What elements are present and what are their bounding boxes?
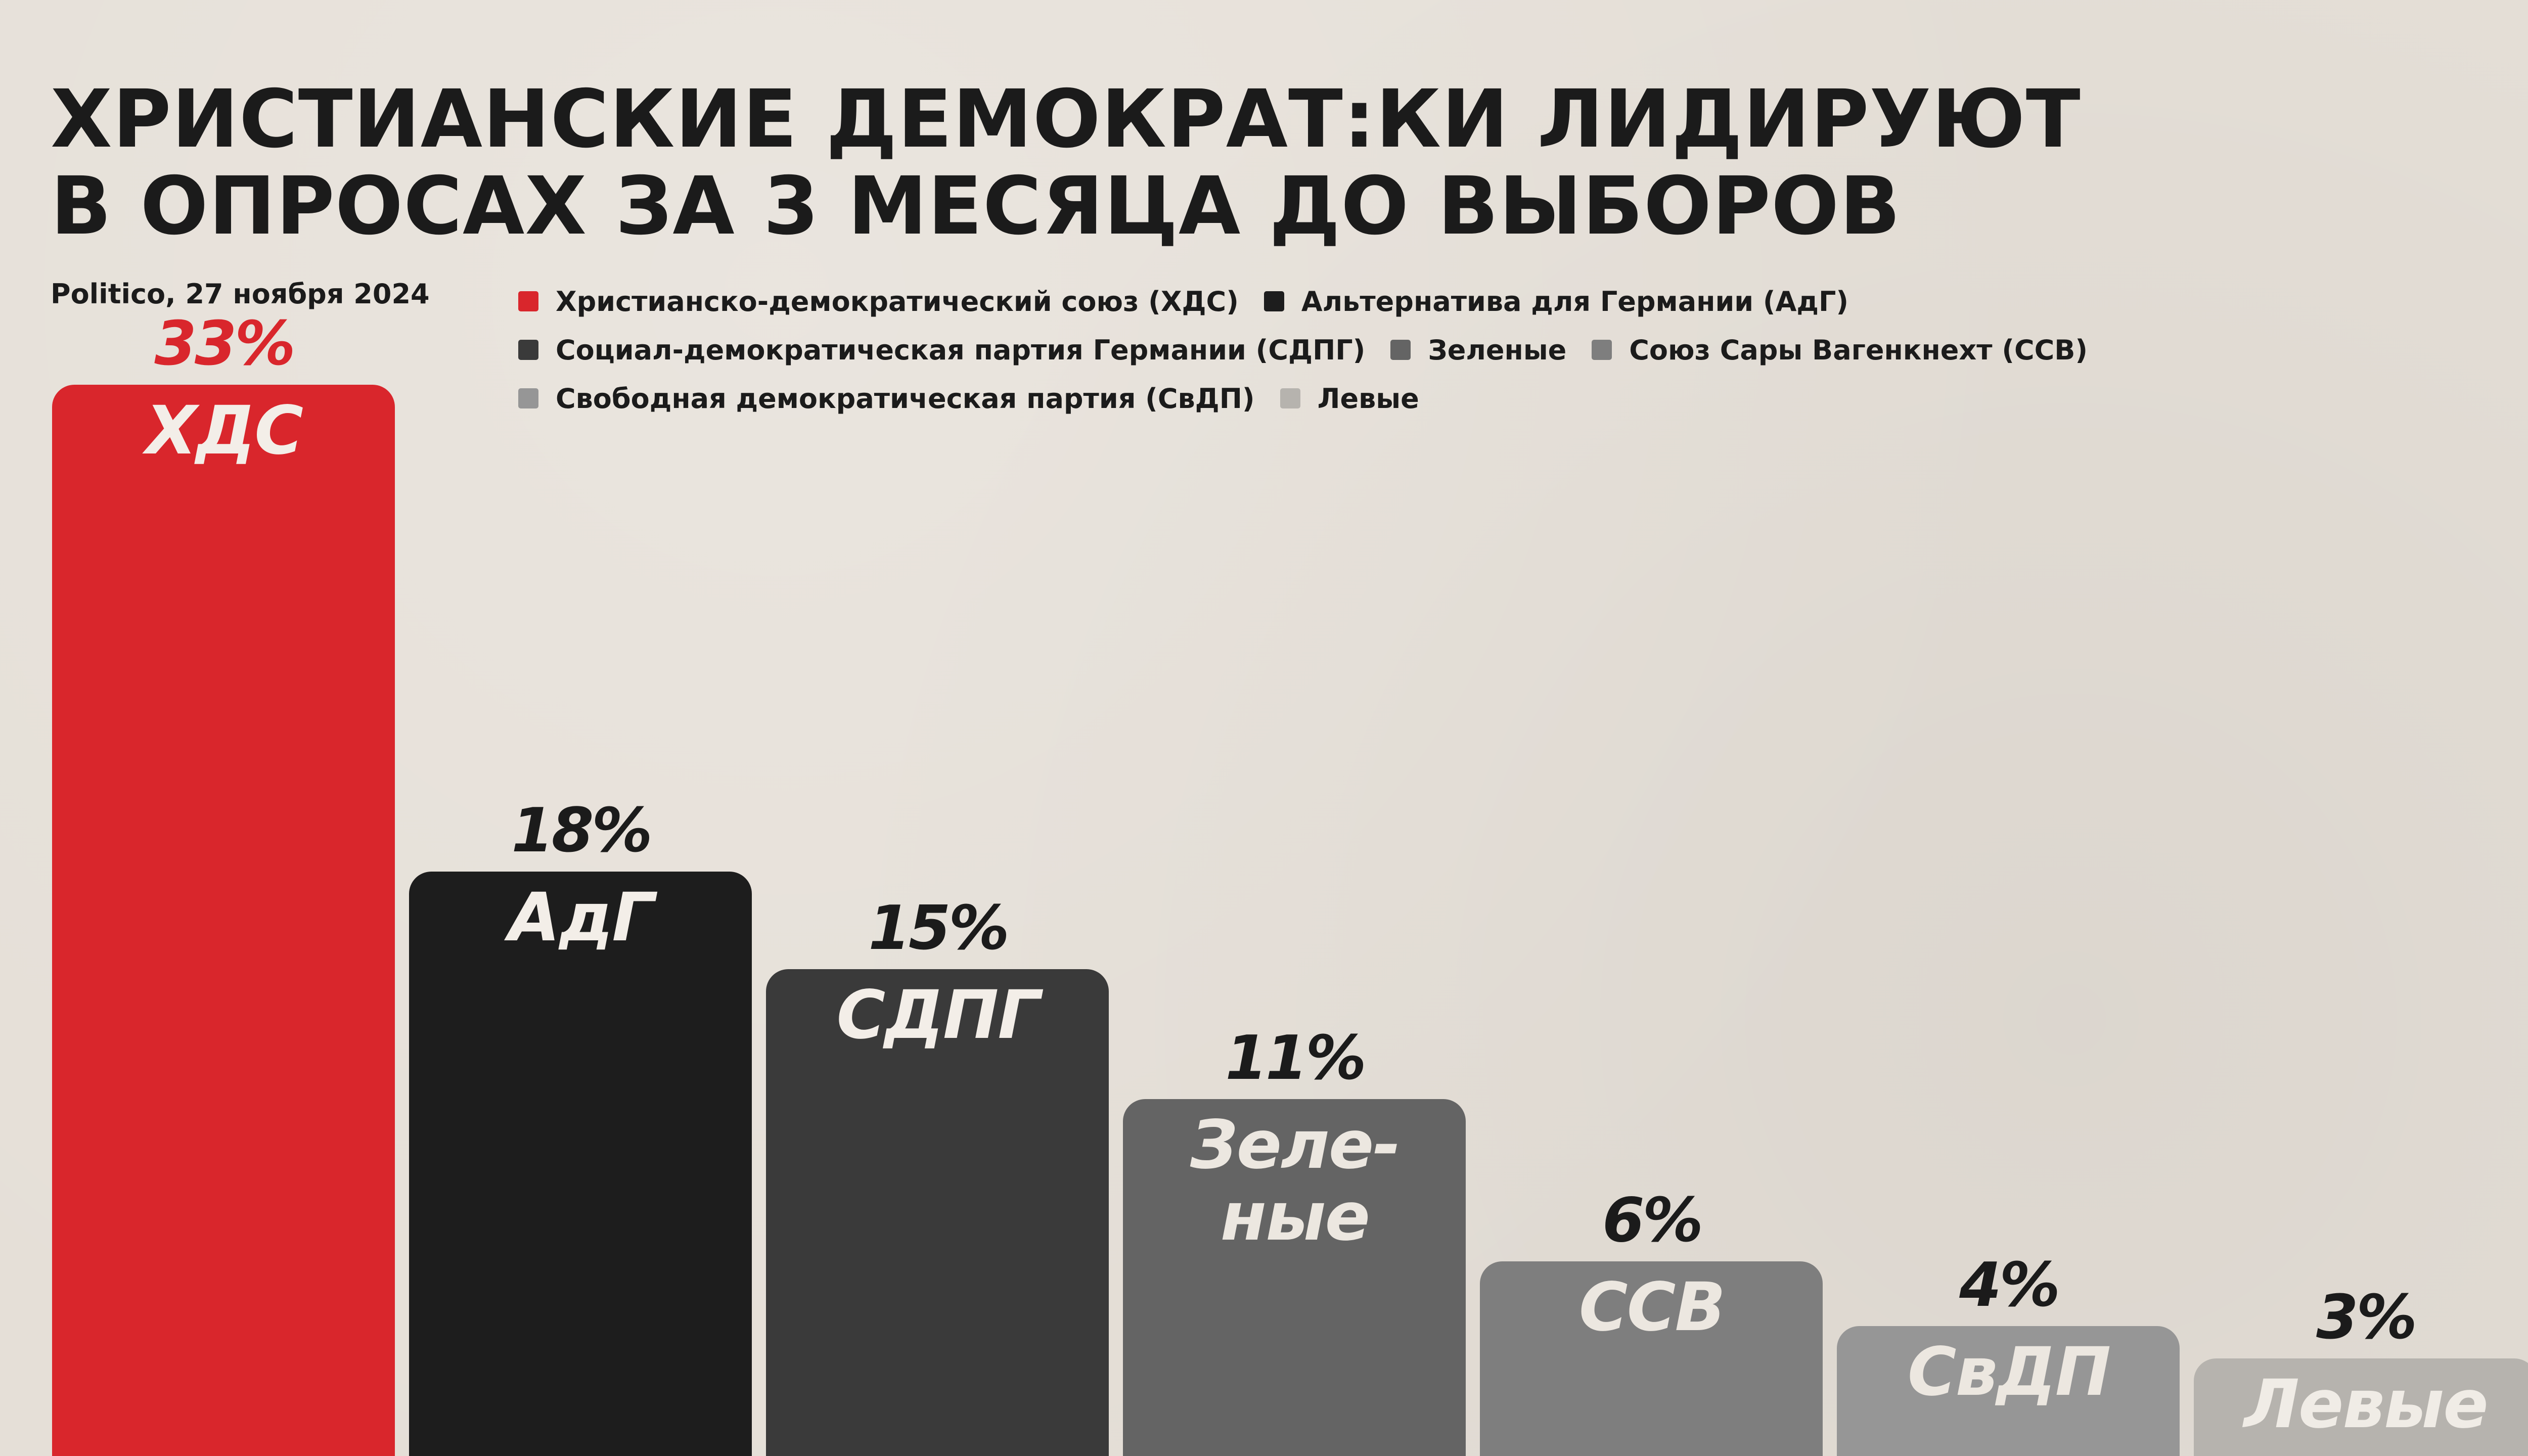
legend-item-bsw: Союз Сары Вагенкнехт (ССВ) xyxy=(1592,334,2088,366)
legend: Христианско-демократический союз (ХДС) А… xyxy=(518,277,2237,423)
legend-item-left: Левые xyxy=(1280,383,1419,415)
value-label-greens: 11% xyxy=(1225,1023,1366,1094)
value-label-left: 3% xyxy=(2316,1283,2417,1353)
legend-swatch-afd xyxy=(1263,291,1284,311)
bar-label-cdu: ХДС xyxy=(145,392,303,470)
legend-swatch-fdp xyxy=(518,388,538,408)
chart-title: ХРИСТИАНСКИЕ ДЕМОКРАТ:КИ ЛИДИРУЮТ В ОПРО… xyxy=(51,76,2081,250)
legend-label-afd: Альтернатива для Германии (АдГ) xyxy=(1301,285,1849,317)
bar-fdp xyxy=(1837,1326,2180,1456)
title-line-1: ХРИСТИАНСКИЕ ДЕМОКРАТ:КИ ЛИДИРУЮТ xyxy=(51,73,2081,166)
value-label-spd: 15% xyxy=(868,893,1009,964)
bar-greens xyxy=(1123,1099,1466,1456)
legend-item-cdu: Христианско-демократический союз (ХДС) xyxy=(518,286,1239,317)
legend-label-greens: Зеленые xyxy=(1428,334,1567,366)
bar-afd xyxy=(409,872,752,1456)
legend-row-3: Свободная демократическая партия (СвДП) … xyxy=(518,374,2237,423)
legend-item-greens: Зеленые xyxy=(1390,334,1566,366)
legend-label-left: Левые xyxy=(1317,382,1419,415)
value-label-bsw: 6% xyxy=(1602,1186,1703,1256)
bar-label-bsw: ССВ xyxy=(1578,1268,1726,1346)
bar-left xyxy=(2194,1358,2528,1456)
bar-bsw xyxy=(1480,1261,1823,1456)
bar-label-left: Левые xyxy=(2244,1366,2489,1443)
legend-swatch-left xyxy=(1280,388,1300,408)
legend-label-bsw: Союз Сары Вагенкнехт (ССВ) xyxy=(1629,334,2088,366)
bar-label-afd: АдГ xyxy=(508,879,655,957)
legend-row-1: Христианско-демократический союз (ХДС) А… xyxy=(518,277,2237,326)
bar-label-greens: Зеле- ные xyxy=(1190,1106,1401,1256)
legend-swatch-bsw xyxy=(1592,340,1612,360)
title-line-2: В ОПРОСАХ ЗА 3 МЕСЯЦА ДО ВЫБОРОВ xyxy=(51,160,1901,253)
legend-row-2: Социал-демократическая партия Германии (… xyxy=(518,326,2237,374)
legend-swatch-greens xyxy=(1390,340,1411,360)
value-label-afd: 18% xyxy=(511,796,652,866)
bar-spd xyxy=(766,969,1109,1456)
legend-swatch-spd xyxy=(518,340,538,360)
legend-item-afd: Альтернатива для Германии (АдГ) xyxy=(1263,285,1849,317)
source-note: Politico, 27 ноября 2024 xyxy=(51,278,430,310)
legend-label-spd: Социал-демократическая партия Германии (… xyxy=(556,334,1366,366)
value-label-fdp: 4% xyxy=(1959,1250,2060,1321)
legend-label-fdp: Свободная демократическая партия (СвДП) xyxy=(556,382,1255,415)
bar-label-spd: СДПГ xyxy=(836,976,1040,1054)
value-label-cdu: 33% xyxy=(154,309,295,379)
bar-cdu xyxy=(52,385,395,1456)
legend-item-fdp: Свободная демократическая партия (СвДП) xyxy=(518,383,1255,415)
legend-label-cdu: Христианско-демократический союз (ХДС) xyxy=(556,285,1239,317)
legend-item-spd: Социал-демократическая партия Германии (… xyxy=(518,334,1365,366)
legend-swatch-cdu xyxy=(518,291,538,311)
bar-label-fdp: СвДП xyxy=(1907,1333,2111,1411)
